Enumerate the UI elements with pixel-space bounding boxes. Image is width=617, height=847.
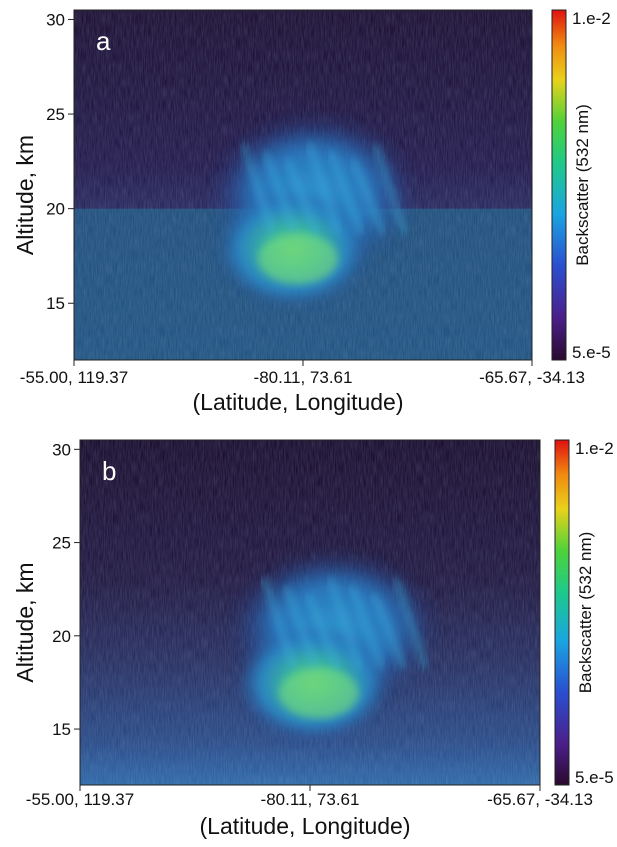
y-tick-label: 20 bbox=[46, 200, 65, 219]
x-axis-title: (Latitude, Longitude) bbox=[200, 813, 411, 839]
x-tick-label: -65.67, -34.13 bbox=[487, 790, 593, 809]
panel-a: 15 20 25 30 -55.00, 119.37 -80.11, 73.61 -65.6… bbox=[12, 9, 611, 415]
colorbar-title: Backscatter (532 nm) bbox=[573, 104, 592, 266]
colorbar-min-label: 5.e-5 bbox=[572, 343, 611, 362]
y-tick-label: 25 bbox=[46, 105, 65, 124]
x-axis-title: (Latitude, Longitude) bbox=[193, 389, 404, 415]
colorbar-title: Backscatter (532 nm) bbox=[576, 532, 595, 694]
y-tick-label: 15 bbox=[46, 294, 65, 313]
colorbar-max-label: 1.e-2 bbox=[572, 9, 611, 28]
x-tick-label: -55.00, 119.37 bbox=[20, 368, 128, 387]
colorbar-max-label: 1.e-2 bbox=[575, 439, 614, 458]
y-tick-label: 30 bbox=[46, 10, 65, 29]
panel-letter: a bbox=[96, 26, 111, 56]
y-tick-label: 25 bbox=[52, 534, 71, 553]
x-tick-label: -80.11, 73.61 bbox=[254, 368, 353, 387]
y-tick-label: 20 bbox=[52, 627, 71, 646]
colorbar bbox=[551, 9, 567, 361]
x-tick-label: -80.11, 73.61 bbox=[261, 790, 360, 809]
y-axis-title: Altitude, km bbox=[12, 135, 38, 255]
panel-letter: b bbox=[102, 456, 116, 486]
x-tick-label: -65.67, -34.13 bbox=[479, 368, 585, 387]
x-tick-label: -55.00, 119.37 bbox=[26, 790, 134, 809]
heatmap-image bbox=[74, 10, 532, 360]
y-tick-label: 30 bbox=[52, 440, 71, 459]
colorbar bbox=[554, 439, 570, 786]
heatmap-image bbox=[80, 440, 540, 785]
panel-b: 15 20 25 30 -55.00, 119.37 -80.11, 73.61 -65.6… bbox=[12, 439, 614, 839]
colorbar-min-label: 5.e-5 bbox=[575, 768, 614, 787]
y-tick-label: 15 bbox=[52, 720, 71, 739]
y-axis-title: Altitude, km bbox=[12, 562, 38, 682]
